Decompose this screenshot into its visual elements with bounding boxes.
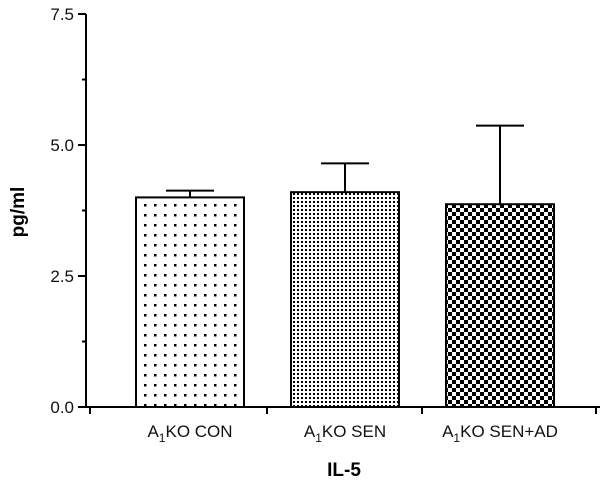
category-labels: A1KO CON A1KO SEN A1KO SEN+AD (147, 422, 557, 445)
y-tick-label: 0.0 (50, 398, 74, 417)
y-axis-title: pg/ml (8, 187, 29, 238)
y-tick-label: 5.0 (50, 136, 74, 155)
y-tick-label: 7.5 (50, 5, 74, 24)
x-axis-title: IL-5 (327, 460, 361, 481)
category-label: A1KO SEN (304, 422, 386, 445)
bars (135, 191, 555, 408)
y-axis: 0.0 2.5 5.0 7.5 (50, 5, 87, 417)
error-bars (166, 124, 524, 205)
category-label: A1KO SEN+AD (442, 422, 558, 445)
category-label: A1KO CON (147, 422, 232, 445)
x-axis (86, 406, 600, 414)
y-tick-label: 2.5 (50, 267, 74, 286)
bar (290, 191, 400, 408)
bar (135, 196, 245, 408)
bar (445, 203, 555, 408)
